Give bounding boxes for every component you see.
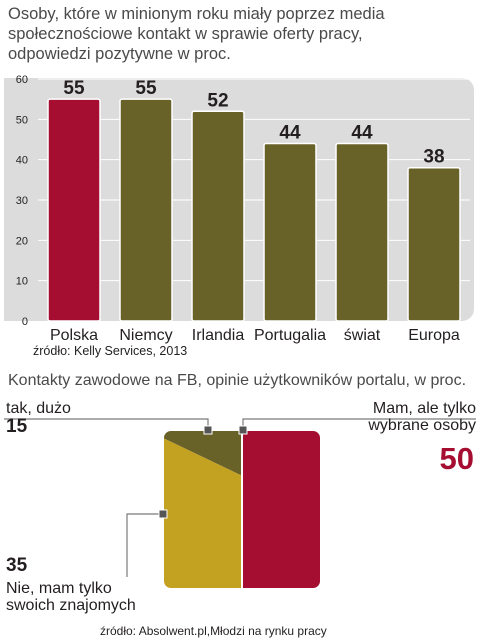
value-wybrane-text: 50: [439, 441, 474, 476]
leader-tak-duzo: [4, 418, 209, 430]
x-tick-label: Polska: [50, 327, 98, 344]
bar-chart: 0 10 20 30 40 50 60 55 Polska 55 Niemcy 52 Irlandia 4…: [16, 74, 470, 344]
label-tak-duzo: tak, dużo: [6, 400, 71, 417]
slice-wybrane: [242, 430, 321, 589]
marker-wybrane: [238, 425, 248, 435]
label-znajomi: Nie, mam tylko swoich znajomych: [6, 580, 136, 614]
value-znajomi-text: 35: [6, 555, 28, 576]
y-tick-label: 30: [16, 195, 28, 207]
square-chart-title: Kontakty zawodowe na FB, opinie użytkown…: [8, 372, 467, 389]
bar: [263, 142, 317, 322]
y-tick-label: 50: [16, 114, 28, 126]
bar-value-label: 55: [135, 78, 157, 99]
square-chart: [4, 418, 476, 590]
square-slices: [163, 430, 321, 589]
bar-value-label: 55: [63, 78, 85, 99]
bar-chart-source: źródło: Kelly Services, 2013: [33, 344, 188, 358]
bar: [407, 166, 461, 322]
square-chart-source: źródło: Absolwent.pl,Młodzi na rynku pra…: [100, 624, 327, 638]
marker-tak-duzo: [203, 425, 213, 435]
bar-chart-title: Osoby, które w minionym roku miały poprz…: [8, 5, 385, 63]
value-tak-duzo: 15: [6, 416, 27, 438]
bar-value-label: 52: [207, 90, 228, 111]
bar: [335, 142, 389, 322]
marker-znajomi: [158, 509, 168, 519]
bar: [119, 98, 173, 322]
y-tick-label: 60: [16, 74, 28, 86]
slice-tak-duzo: [163, 430, 242, 476]
label-wybrane-line1: Mam, ale tylko: [372, 400, 476, 417]
y-tick-label: 0: [22, 316, 28, 328]
x-tick-label: Portugalia: [254, 327, 326, 344]
label-wybrane-line2: wybrane osoby: [368, 417, 476, 434]
bar-value-label: 38: [423, 147, 444, 168]
bar: [191, 110, 245, 322]
x-tick-label: Irlandia: [192, 327, 245, 344]
x-tick-label: świat: [344, 327, 381, 344]
y-tick-label: 40: [16, 155, 28, 167]
y-tick-label: 20: [16, 235, 28, 247]
slice-znajomi: [163, 437, 242, 589]
label-tak-duzo-text: tak, dużo: [6, 400, 71, 417]
label-znajomi-line2: swoich znajomych: [6, 597, 136, 614]
bar: [47, 98, 101, 322]
bar-value-label: 44: [351, 123, 373, 144]
label-znajomi-line1: Nie, mam tylko: [6, 580, 112, 597]
label-wybrane: Mam, ale tylko wybrane osoby: [368, 400, 476, 434]
value-znajomi: 35: [6, 555, 27, 577]
y-tick-label: 10: [16, 276, 28, 288]
x-tick-label: Niemcy: [119, 327, 172, 344]
leader-znajomi: [126, 513, 163, 577]
value-tak-duzo-text: 15: [6, 416, 28, 437]
x-tick-label: Europa: [408, 327, 460, 344]
bar-value-label: 44: [279, 123, 301, 144]
value-wybrane: 50: [440, 441, 474, 477]
